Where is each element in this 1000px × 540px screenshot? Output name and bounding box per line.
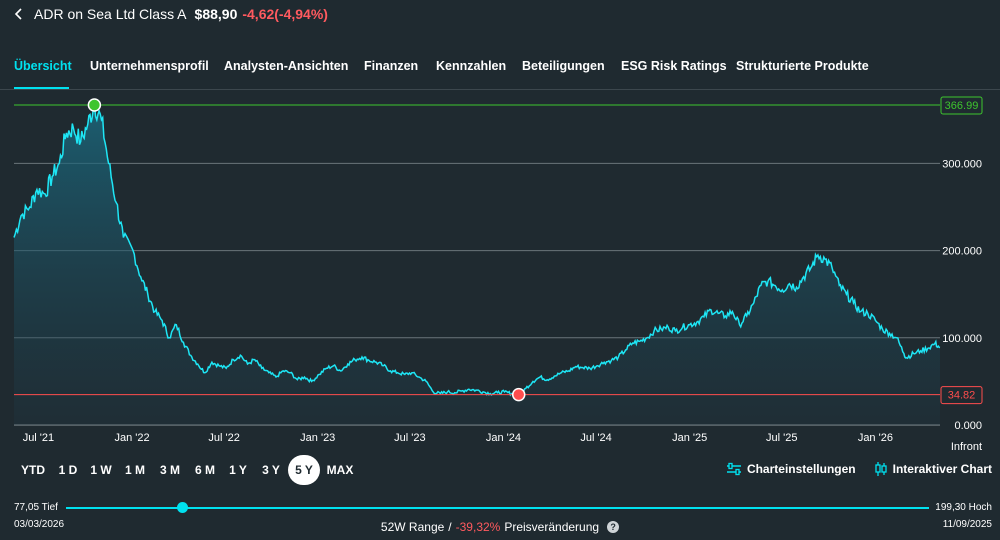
x-tick-label: Jul '24 [580,432,611,444]
range-selector: YTD 1 D 1 W 1 M 3 M 6 M 1 Y 3 Y 5 Y MAX [14,455,360,485]
tab-bar: Übersicht Unternehmensprofil Analysten-A… [0,50,1000,90]
price-area [14,105,940,425]
sliders-icon [726,462,741,476]
tab-analysten-ansichten[interactable]: Analysten-Ansichten [224,59,349,73]
range-3m[interactable]: 3 M [159,463,180,477]
range-separator: / [448,520,452,534]
stock-price: $88,90 [194,6,238,22]
question-icon[interactable]: ? [607,521,620,533]
range-current-marker [177,502,188,513]
range-max[interactable]: MAX [326,463,354,477]
max-badge [940,96,983,115]
price-line [13,104,941,398]
range-6m[interactable]: 6 M [194,463,215,477]
y-tick-label: 100.000 [942,333,982,345]
min-badge-label: 34.82 [948,390,976,402]
range-1d[interactable]: 1 D [58,463,78,477]
stock-title: ADR on Sea Ltd Class A [34,6,187,22]
x-tick-label: Jan '22 [114,432,149,444]
y-tick-label: 0.000 [954,420,982,432]
x-tick-label: Jul '23 [394,432,425,444]
y-tick-label: 300.000 [942,158,982,170]
tab-beteiligungen[interactable]: Beteiligungen [522,59,605,73]
tab-finanzen[interactable]: Finanzen [364,59,419,73]
x-tick-label: Jan '25 [672,432,707,444]
max-badge-label: 366.99 [945,100,979,112]
range-1w[interactable]: 1 W [90,463,112,477]
range-5y[interactable]: 5 Y [288,455,320,485]
range-track [66,507,929,509]
chart-settings-label: Charteinstellungen [746,462,856,476]
y-tick-label: 200.000 [942,246,982,258]
price-chart[interactable]: 0.000 100.000 200.000 300.000 366.99 34.82 J… [0,95,1000,455]
range-summary: 52W Range / -39,32% Preisveränderung ? [0,520,1000,534]
tab-esg-risk-ratings[interactable]: ESG Risk Ratings [621,59,727,73]
candlestick-icon [874,462,887,476]
range-change-label: Preisveränderung [504,520,600,534]
range-ytd[interactable]: YTD [21,463,45,477]
min-badge [940,386,983,405]
source-label: Infront [951,441,982,453]
tab-strukturierte-produkte[interactable]: Strukturierte Produkte [736,59,869,73]
price-change: -4,62(-4,94%) [242,6,328,22]
week52-range: 77,05 Tief 199,30 Hoch 03/03/2026 11/09/… [0,496,1000,540]
range-low-date: 03/03/2026 [14,519,65,530]
tab-kennzahlen[interactable]: Kennzahlen [436,59,507,73]
range-high-date: 11/09/2025 [942,519,992,530]
page-header: ADR on Sea Ltd Class A $88,90 -4,62(-4,9… [14,4,328,24]
x-tick-label: Jan '26 [858,432,893,444]
active-tab-indicator [14,87,69,89]
x-tick-label: Jan '23 [300,432,335,444]
tab-unternehmensprofil[interactable]: Unternehmensprofil [90,59,209,73]
tab-uebersicht[interactable]: Übersicht [14,59,72,73]
x-tick-label: Jul '21 [23,432,54,444]
x-tick-label: Jul '22 [208,432,239,444]
chart-tools: Charteinstellungen Interaktiver Chart [726,461,992,477]
interactive-chart-label: Interaktiver Chart [892,462,992,476]
range-1m[interactable]: 1 M [124,463,145,477]
range-low-value: 77,05 Tief [14,502,58,513]
x-tick-label: Jan '24 [486,432,521,444]
interactive-chart-button[interactable]: Interaktiver Chart [874,461,992,477]
range-high-value: 199,30 Hoch [935,502,992,513]
range-1y[interactable]: 1 Y [229,463,247,477]
x-tick-label: Jul '25 [766,432,797,444]
chevron-left-icon[interactable] [14,7,24,21]
range-title: 52W Range [380,520,445,534]
range-change-pct: -39,32% [455,520,501,534]
min-marker [511,387,526,402]
chart-settings-button[interactable]: Charteinstellungen [726,462,856,476]
range-3y[interactable]: 3 Y [262,463,280,477]
max-marker [87,98,102,112]
